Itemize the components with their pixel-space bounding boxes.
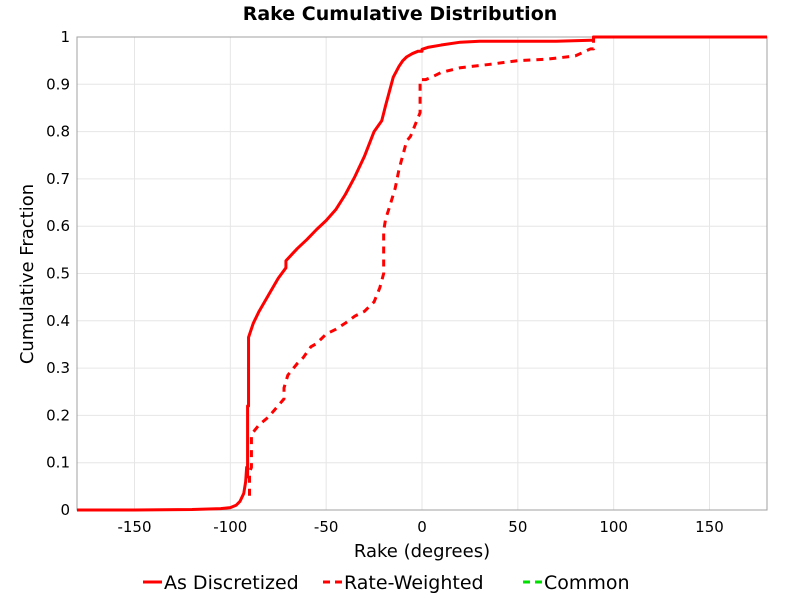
x-tick-label: -150 (117, 518, 151, 536)
x-tick-label: 0 (417, 518, 427, 536)
y-tick-label: 0.3 (46, 359, 70, 377)
x-tick-label: 150 (695, 518, 724, 536)
legend-label: As Discretized (164, 572, 299, 594)
series-layer (77, 35, 767, 512)
y-tick-label: 0.9 (46, 75, 70, 93)
y-tick-label: 0 (60, 501, 70, 519)
series-line-as-discretized (77, 35, 767, 512)
x-tick-label: -100 (213, 518, 247, 536)
y-tick-label: 0.7 (46, 170, 70, 188)
legend-label: Rate-Weighted (344, 572, 484, 594)
grid (77, 36, 767, 511)
legend-label: Common (544, 572, 630, 594)
x-axis-label: Rake (degrees) (354, 541, 490, 562)
plot-area (76, 36, 768, 511)
y-tick-label: 0.4 (46, 312, 70, 330)
y-axis-label: Cumulative Fraction (17, 184, 38, 364)
series-line-rate-weighted (248, 35, 767, 496)
x-tick-label: 50 (508, 518, 527, 536)
y-tick-label: 0.8 (46, 123, 70, 141)
legend: As Discretized Rate-Weighted Common (143, 572, 630, 594)
y-tick-label: 0.2 (46, 406, 70, 424)
tick-labels: -150 -100 -50 0 50 100 150 0 0.1 0.2 0.3 0.4 0.5 0.6 0… (46, 28, 724, 536)
y-tick-label: 0.1 (46, 454, 70, 472)
y-tick-label: 1 (60, 28, 70, 46)
y-tick-label: 0.5 (46, 265, 70, 283)
x-tick-label: -50 (314, 518, 339, 536)
chart-title: Rake Cumulative Distribution (243, 3, 558, 25)
x-tick-label: 100 (599, 518, 628, 536)
y-tick-label: 0.6 (46, 217, 70, 235)
